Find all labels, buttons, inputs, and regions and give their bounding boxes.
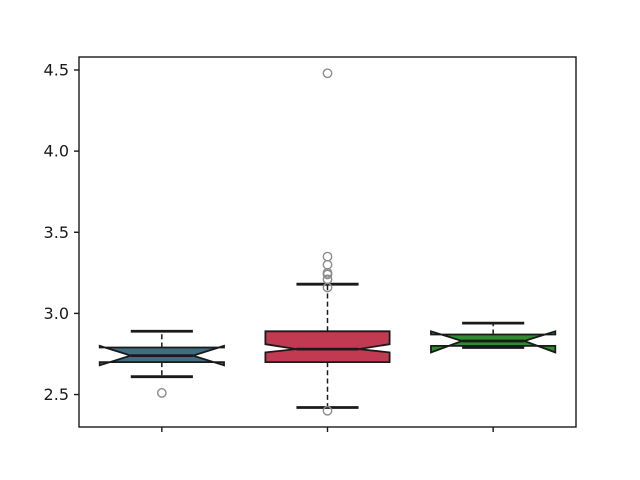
- flier-marker-red: [322, 405, 333, 416]
- flier-marker-red: [322, 269, 333, 280]
- y-tick-label: 4.5: [44, 60, 69, 79]
- y-tick-label: 2.5: [44, 385, 69, 404]
- y-tick-label: 3.5: [44, 223, 69, 242]
- y-tick-label: 3.0: [44, 304, 69, 323]
- flier-marker-red: [322, 68, 333, 79]
- flier-marker-red: [322, 282, 333, 293]
- flier-marker-blue: [156, 388, 167, 398]
- y-tick-label: 4.0: [44, 142, 69, 161]
- box-red: [264, 330, 391, 364]
